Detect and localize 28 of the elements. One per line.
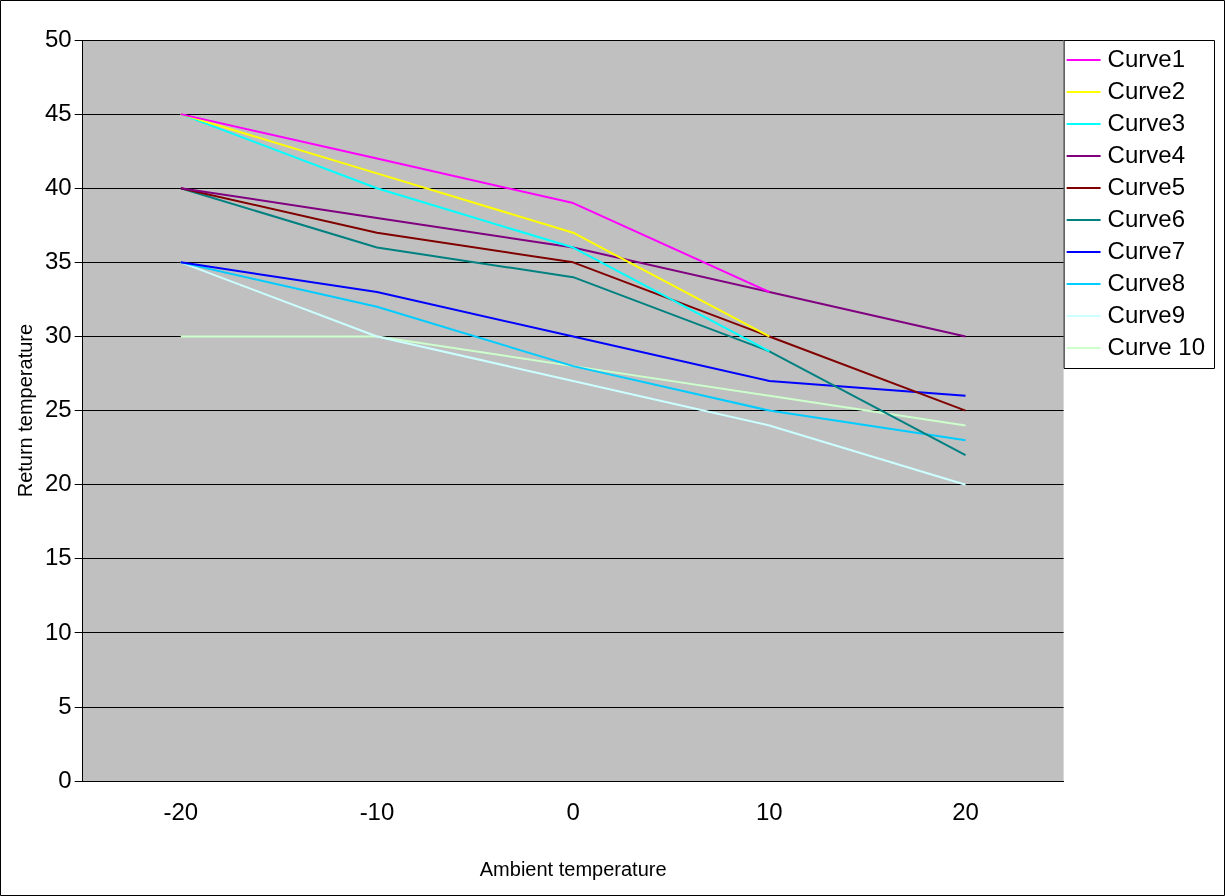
x-tick-label: 20	[952, 798, 979, 826]
y-tick-label: 10	[44, 617, 72, 645]
legend-label: Curve3	[1107, 108, 1185, 136]
legend-label: Curve1	[1107, 44, 1185, 72]
x-tick-label: -10	[359, 798, 395, 826]
y-tick-label: 40	[44, 172, 72, 200]
legend-label: Curve2	[1107, 76, 1185, 104]
legend-label: Curve6	[1107, 204, 1185, 232]
y-tick-label: 25	[44, 395, 72, 423]
legend-label: Curve9	[1107, 300, 1185, 328]
x-axis-title: Ambient temperature	[479, 857, 667, 880]
legend-label: Curve5	[1107, 172, 1185, 200]
y-axis-title: Return temperature	[13, 323, 36, 498]
legend-label: Curve7	[1107, 236, 1185, 264]
legend-label: Curve8	[1107, 268, 1185, 296]
legend-label: Curve4	[1107, 140, 1185, 168]
x-tick-label: 0	[566, 798, 580, 826]
y-tick-label: 35	[44, 246, 72, 274]
x-tick-label: -20	[163, 798, 199, 826]
y-tick-label: 15	[44, 543, 72, 571]
legend-label: Curve 10	[1107, 332, 1206, 360]
y-tick-label: 20	[44, 469, 72, 497]
y-tick-label: 50	[44, 24, 72, 52]
y-tick-label: 5	[58, 691, 72, 719]
x-tick-label: 10	[755, 798, 783, 826]
y-tick-label: 30	[44, 321, 72, 349]
y-tick-label: 0	[58, 765, 72, 793]
y-tick-label: 45	[44, 98, 72, 126]
